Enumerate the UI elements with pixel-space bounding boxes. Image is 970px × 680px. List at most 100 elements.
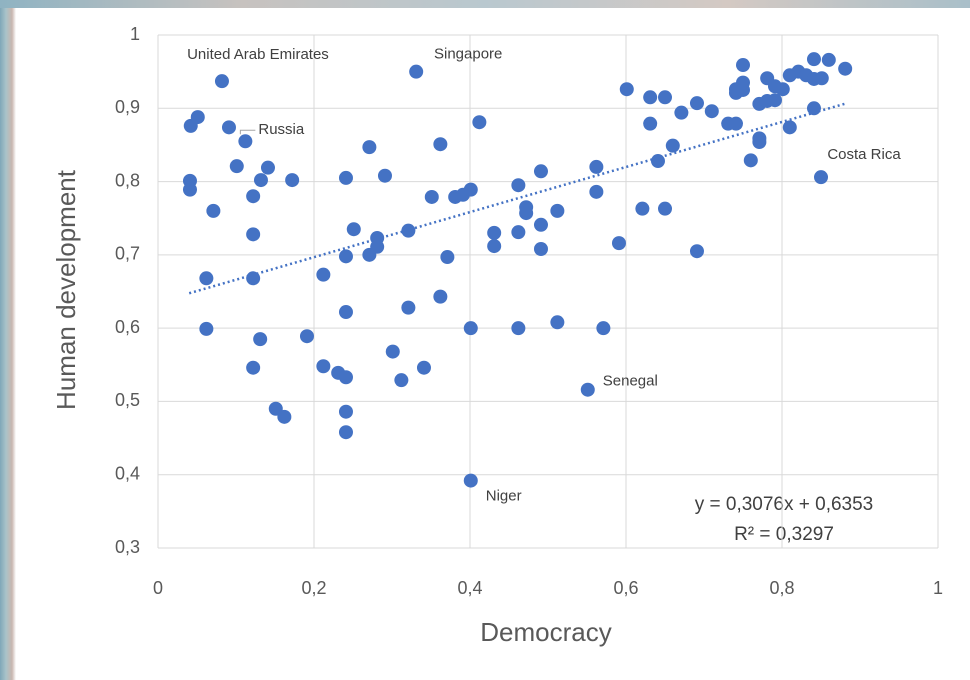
annotation: Costa Rica xyxy=(827,146,901,163)
point xyxy=(511,321,525,335)
point xyxy=(230,159,244,173)
point xyxy=(261,161,275,175)
point xyxy=(596,321,610,335)
point xyxy=(729,117,743,131)
x-tick-label: 0,4 xyxy=(457,578,482,598)
point xyxy=(215,74,229,88)
point xyxy=(238,134,252,148)
point xyxy=(589,185,603,199)
point xyxy=(246,227,260,241)
x-tick-label: 0 xyxy=(153,578,163,598)
annotation: Singapore xyxy=(434,46,502,63)
point xyxy=(752,135,766,149)
point xyxy=(651,154,665,168)
point xyxy=(464,321,478,335)
point xyxy=(807,101,821,115)
point xyxy=(206,204,220,218)
point xyxy=(534,242,548,256)
point xyxy=(409,65,423,79)
point xyxy=(534,218,548,232)
point xyxy=(815,71,829,85)
point xyxy=(643,90,657,104)
point xyxy=(807,52,821,66)
point xyxy=(690,244,704,258)
point xyxy=(550,315,564,329)
point xyxy=(254,173,268,187)
point xyxy=(635,202,649,216)
point xyxy=(464,183,478,197)
point xyxy=(285,173,299,187)
point xyxy=(433,290,447,304)
point xyxy=(339,249,353,263)
point xyxy=(339,370,353,384)
point xyxy=(401,301,415,315)
annotation-leader xyxy=(240,130,255,134)
point xyxy=(511,225,525,239)
point xyxy=(362,140,376,154)
point xyxy=(183,183,197,197)
point xyxy=(386,345,400,359)
y-axis-title: Human development xyxy=(51,169,81,410)
trendline-r2: R² = 0,3297 xyxy=(734,524,834,545)
point xyxy=(534,164,548,178)
point xyxy=(690,96,704,110)
point xyxy=(199,322,213,336)
point xyxy=(339,305,353,319)
point xyxy=(417,361,431,375)
x-tick-label: 1 xyxy=(933,578,943,598)
point xyxy=(246,271,260,285)
y-tick-label: 0,7 xyxy=(115,244,140,264)
point xyxy=(440,250,454,264)
point xyxy=(339,405,353,419)
point xyxy=(199,271,213,285)
point xyxy=(838,62,852,76)
trendline-equation: y = 0,3076x + 0,6353 xyxy=(695,494,874,515)
point xyxy=(674,106,688,120)
point xyxy=(316,268,330,282)
point xyxy=(401,224,415,238)
point xyxy=(581,383,595,397)
point xyxy=(246,361,260,375)
point xyxy=(472,115,486,129)
point xyxy=(362,248,376,262)
point xyxy=(736,58,750,72)
annotation: Senegal xyxy=(603,373,658,390)
annotation: United Arab Emirates xyxy=(187,46,329,63)
point xyxy=(339,425,353,439)
y-tick-label: 1 xyxy=(130,24,140,44)
y-tick-label: 0,9 xyxy=(115,97,140,117)
y-tick-label: 0,3 xyxy=(115,537,140,557)
point xyxy=(736,83,750,97)
point xyxy=(658,90,672,104)
annotation: Russia xyxy=(258,121,305,138)
point xyxy=(487,226,501,240)
point xyxy=(643,117,657,131)
point xyxy=(658,202,672,216)
point xyxy=(519,206,533,220)
point xyxy=(433,137,447,151)
point xyxy=(316,359,330,373)
point xyxy=(394,373,408,387)
point xyxy=(776,82,790,96)
point xyxy=(222,120,236,134)
point xyxy=(744,153,758,167)
point xyxy=(347,222,361,236)
point xyxy=(814,170,828,184)
point xyxy=(277,410,291,424)
point xyxy=(191,110,205,124)
y-tick-label: 0,4 xyxy=(115,463,140,483)
point xyxy=(705,104,719,118)
point xyxy=(253,332,267,346)
point xyxy=(620,82,634,96)
annotation: Niger xyxy=(486,488,522,505)
point xyxy=(246,189,260,203)
x-axis-title: Democracy xyxy=(480,617,611,647)
point xyxy=(666,139,680,153)
point xyxy=(464,474,478,488)
point xyxy=(487,239,501,253)
point xyxy=(783,120,797,134)
point xyxy=(612,236,626,250)
page: Democracy Human development y = 0,3076x … xyxy=(0,0,970,680)
point xyxy=(550,204,564,218)
y-tick-label: 0,6 xyxy=(115,317,140,337)
